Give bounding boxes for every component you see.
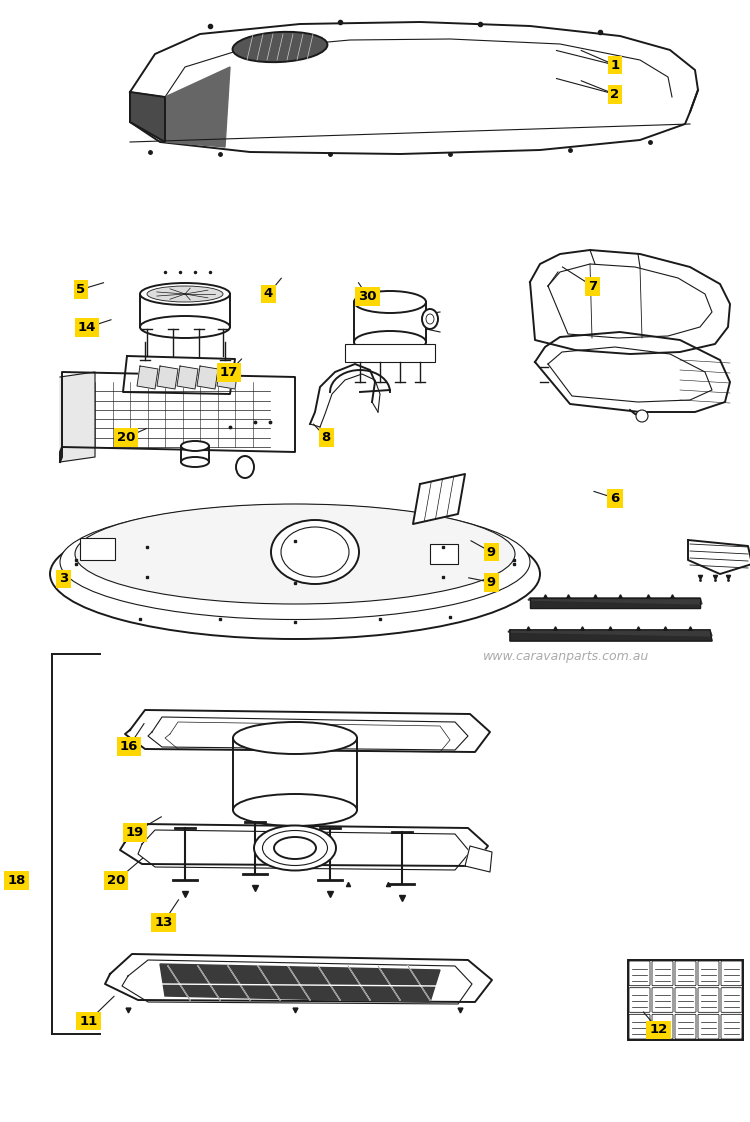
Ellipse shape bbox=[75, 504, 515, 604]
Bar bbox=[80, 539, 115, 560]
Ellipse shape bbox=[354, 331, 426, 353]
Polygon shape bbox=[530, 250, 730, 355]
Text: 19: 19 bbox=[126, 826, 144, 839]
Polygon shape bbox=[123, 356, 235, 394]
Text: 2: 2 bbox=[610, 88, 620, 101]
Polygon shape bbox=[165, 67, 230, 147]
FancyBboxPatch shape bbox=[652, 1014, 673, 1039]
Text: 5: 5 bbox=[76, 283, 86, 296]
Text: 4: 4 bbox=[264, 287, 273, 301]
Ellipse shape bbox=[274, 837, 316, 859]
FancyBboxPatch shape bbox=[721, 987, 742, 1012]
FancyBboxPatch shape bbox=[721, 1014, 742, 1039]
Bar bbox=[345, 344, 435, 362]
Ellipse shape bbox=[60, 505, 530, 619]
FancyBboxPatch shape bbox=[675, 987, 696, 1012]
Text: 11: 11 bbox=[80, 1014, 98, 1028]
Text: 7: 7 bbox=[588, 279, 597, 293]
Ellipse shape bbox=[140, 283, 230, 305]
Ellipse shape bbox=[140, 316, 230, 338]
Polygon shape bbox=[60, 373, 95, 462]
FancyBboxPatch shape bbox=[628, 960, 743, 1040]
Polygon shape bbox=[197, 366, 218, 389]
Polygon shape bbox=[688, 540, 750, 574]
Ellipse shape bbox=[50, 509, 540, 640]
Polygon shape bbox=[120, 824, 488, 866]
Ellipse shape bbox=[181, 457, 209, 467]
Ellipse shape bbox=[262, 830, 328, 865]
FancyBboxPatch shape bbox=[721, 962, 742, 985]
Text: 1: 1 bbox=[610, 58, 620, 72]
Polygon shape bbox=[413, 473, 465, 524]
Polygon shape bbox=[125, 710, 490, 752]
FancyBboxPatch shape bbox=[675, 1014, 696, 1039]
Text: www.caravanparts.com.au: www.caravanparts.com.au bbox=[483, 650, 650, 663]
Ellipse shape bbox=[254, 826, 336, 871]
Polygon shape bbox=[130, 92, 165, 142]
Text: 16: 16 bbox=[120, 739, 138, 753]
Text: 17: 17 bbox=[220, 366, 238, 379]
FancyBboxPatch shape bbox=[629, 987, 650, 1012]
FancyBboxPatch shape bbox=[675, 962, 696, 985]
Polygon shape bbox=[177, 366, 198, 389]
Ellipse shape bbox=[422, 309, 438, 329]
Ellipse shape bbox=[232, 31, 328, 62]
Polygon shape bbox=[510, 629, 712, 641]
Text: 9: 9 bbox=[487, 576, 496, 589]
Ellipse shape bbox=[426, 314, 434, 324]
Polygon shape bbox=[217, 366, 238, 389]
FancyBboxPatch shape bbox=[698, 987, 719, 1012]
FancyBboxPatch shape bbox=[652, 987, 673, 1012]
Text: 20: 20 bbox=[117, 431, 135, 444]
Ellipse shape bbox=[233, 721, 357, 754]
Polygon shape bbox=[60, 373, 295, 462]
Ellipse shape bbox=[236, 456, 254, 478]
Bar bbox=[430, 544, 458, 564]
Ellipse shape bbox=[281, 527, 349, 577]
Text: 8: 8 bbox=[322, 431, 331, 444]
Text: 6: 6 bbox=[610, 491, 620, 505]
Polygon shape bbox=[160, 964, 440, 1002]
Polygon shape bbox=[535, 332, 730, 412]
Polygon shape bbox=[465, 846, 492, 872]
Text: 30: 30 bbox=[358, 289, 376, 303]
Text: 12: 12 bbox=[650, 1023, 668, 1037]
FancyBboxPatch shape bbox=[629, 962, 650, 985]
Polygon shape bbox=[157, 366, 178, 389]
FancyBboxPatch shape bbox=[698, 1014, 719, 1039]
Text: 13: 13 bbox=[154, 916, 172, 929]
Text: 3: 3 bbox=[59, 572, 68, 586]
Ellipse shape bbox=[181, 441, 209, 451]
Text: 9: 9 bbox=[487, 545, 496, 559]
Polygon shape bbox=[137, 366, 158, 389]
Polygon shape bbox=[508, 629, 712, 636]
Ellipse shape bbox=[233, 794, 357, 826]
Polygon shape bbox=[105, 954, 492, 1002]
Ellipse shape bbox=[271, 519, 359, 583]
Polygon shape bbox=[530, 598, 700, 608]
Circle shape bbox=[636, 410, 648, 422]
Polygon shape bbox=[130, 22, 698, 154]
FancyBboxPatch shape bbox=[629, 1014, 650, 1039]
Text: 20: 20 bbox=[107, 874, 125, 888]
Text: 14: 14 bbox=[78, 321, 96, 334]
Ellipse shape bbox=[354, 291, 426, 313]
FancyBboxPatch shape bbox=[698, 962, 719, 985]
Ellipse shape bbox=[147, 286, 223, 302]
Text: 18: 18 bbox=[8, 874, 26, 888]
Polygon shape bbox=[528, 598, 702, 604]
FancyBboxPatch shape bbox=[652, 962, 673, 985]
